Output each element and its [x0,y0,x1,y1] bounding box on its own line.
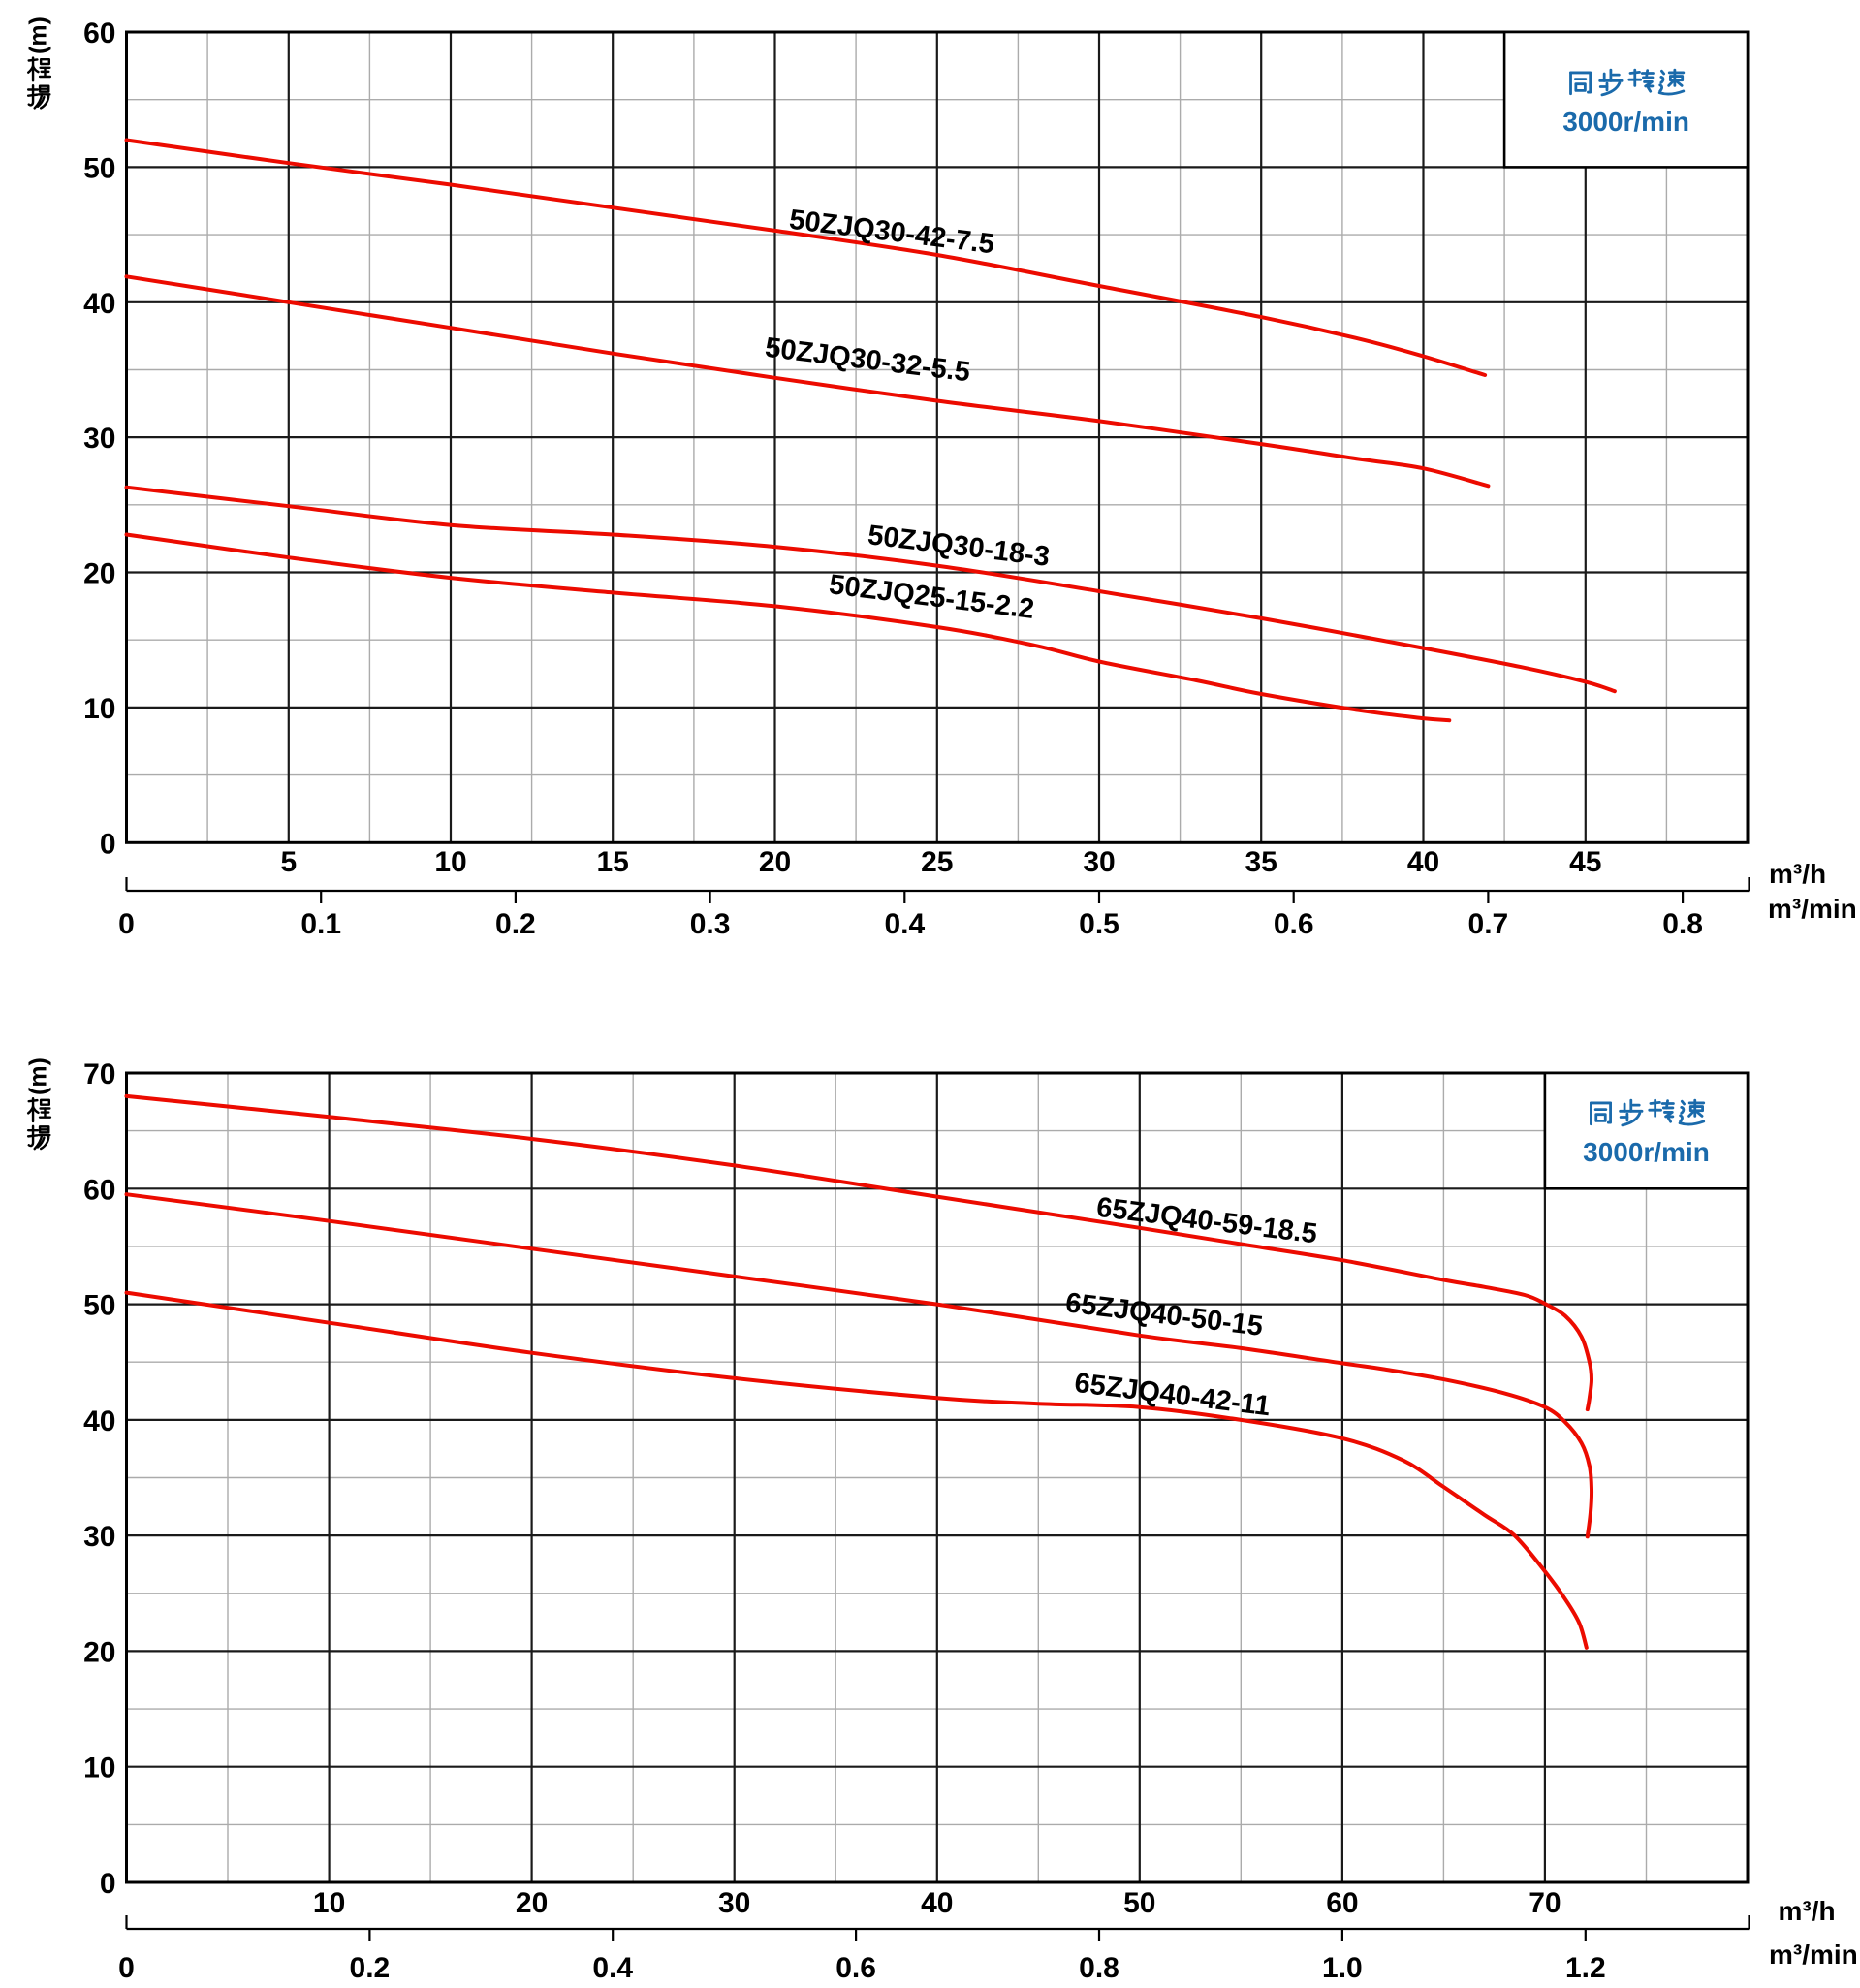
svg-text:0.8: 0.8 [1662,908,1703,940]
svg-text:40: 40 [83,1405,115,1437]
svg-text:0.2: 0.2 [495,908,536,940]
svg-text:30: 30 [1083,846,1115,878]
svg-text:0.6: 0.6 [835,1952,876,1983]
svg-text:0.3: 0.3 [690,908,731,940]
svg-text:0: 0 [118,1952,135,1983]
svg-text:0.5: 0.5 [1079,908,1119,940]
svg-text:0: 0 [100,1868,116,1900]
svg-text:60: 60 [1326,1887,1358,1919]
svg-text:3000r/min: 3000r/min [1583,1137,1710,1167]
svg-text:m³/min: m³/min [1769,1940,1858,1970]
svg-text:20: 20 [83,558,115,590]
svg-text:0.7: 0.7 [1468,908,1509,940]
svg-text:0.4: 0.4 [592,1952,633,1983]
svg-text:0.1: 0.1 [300,908,341,940]
svg-text:50: 50 [83,152,115,184]
svg-text:40: 40 [921,1887,953,1919]
svg-text:45: 45 [1569,846,1601,878]
svg-text:10: 10 [313,1887,345,1919]
svg-text:0: 0 [118,908,135,940]
svg-text:20: 20 [83,1636,115,1668]
svg-text:25: 25 [921,846,953,878]
svg-text:30: 30 [718,1887,750,1919]
svg-text:1.0: 1.0 [1322,1952,1363,1983]
svg-text:50: 50 [1123,1887,1155,1919]
svg-text:5: 5 [280,846,297,878]
svg-text:70: 70 [83,1058,115,1090]
svg-text:0.4: 0.4 [884,908,925,940]
svg-text:30: 30 [83,423,115,455]
svg-text:50: 50 [83,1290,115,1322]
svg-text:40: 40 [83,288,115,320]
svg-text:20: 20 [516,1887,548,1919]
svg-text:3000r/min: 3000r/min [1562,107,1689,137]
svg-text:60: 60 [83,17,115,49]
svg-text:10: 10 [83,693,115,725]
svg-text:10: 10 [434,846,466,878]
svg-text:0.6: 0.6 [1274,908,1314,940]
svg-text:30: 30 [83,1521,115,1553]
svg-text:60: 60 [83,1174,115,1206]
svg-text:1.2: 1.2 [1565,1952,1606,1983]
svg-text:m³/h: m³/h [1778,1896,1835,1926]
svg-text:0.2: 0.2 [350,1952,391,1983]
svg-text:70: 70 [1529,1887,1561,1919]
svg-text:10: 10 [83,1752,115,1784]
svg-text:m³/h: m³/h [1769,859,1826,889]
svg-text:(m): (m) [25,16,52,54]
svg-text:0: 0 [100,828,116,860]
svg-text:(m): (m) [25,1057,52,1095]
svg-text:m³/min: m³/min [1768,894,1857,924]
svg-text:40: 40 [1407,846,1439,878]
svg-text:35: 35 [1245,846,1277,878]
svg-text:15: 15 [597,846,629,878]
svg-text:0.8: 0.8 [1079,1952,1119,1983]
svg-text:20: 20 [759,846,791,878]
